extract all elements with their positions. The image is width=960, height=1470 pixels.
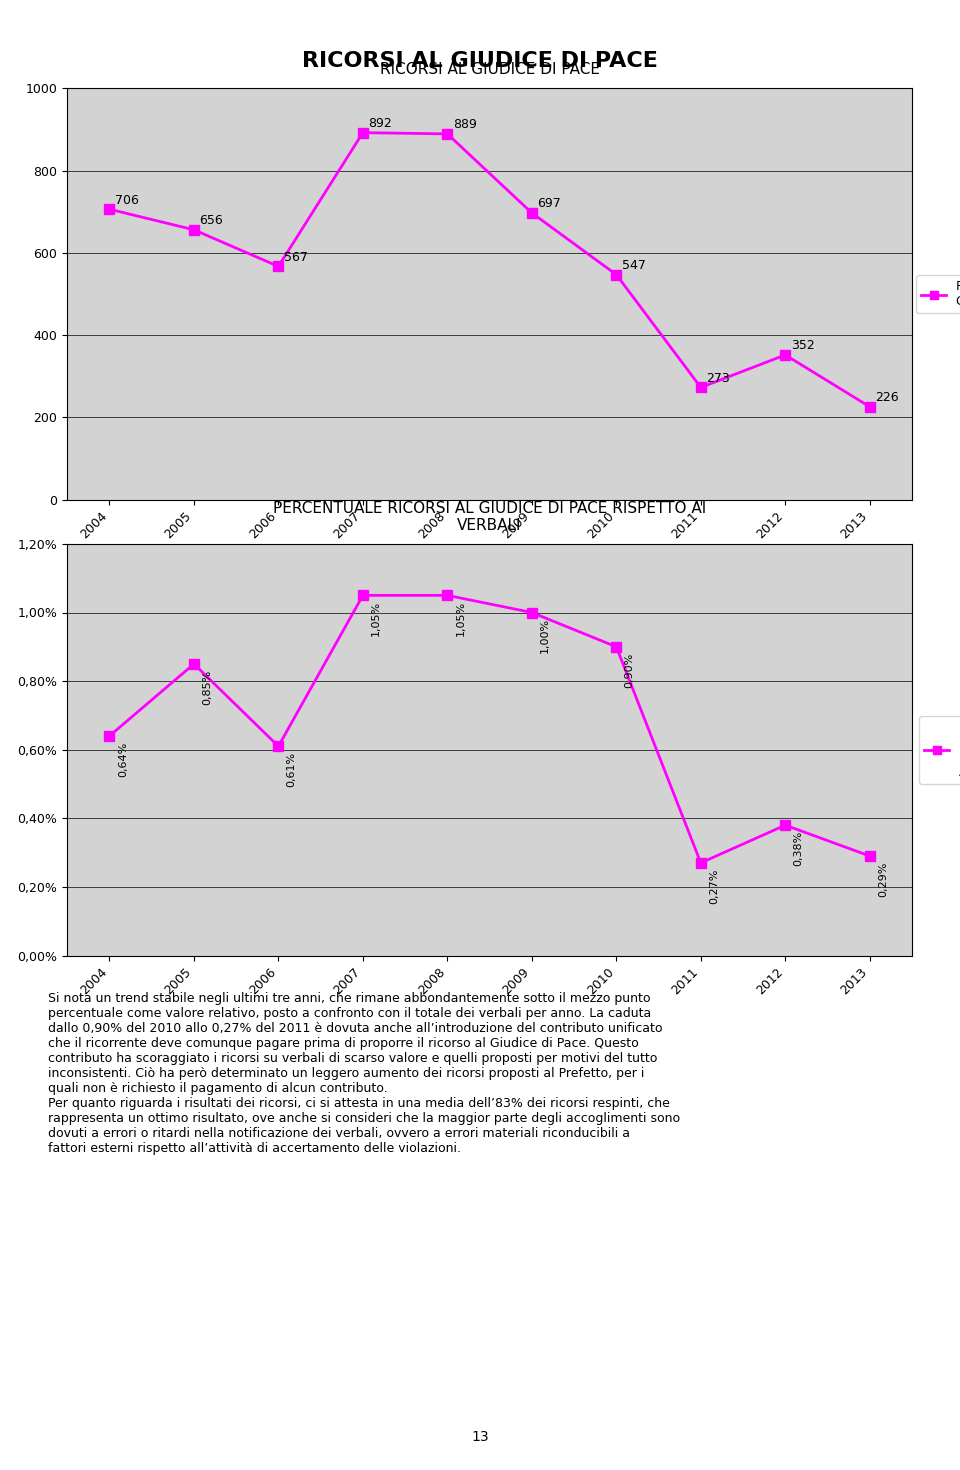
Text: 0,27%: 0,27% xyxy=(709,869,719,904)
Text: 547: 547 xyxy=(622,259,646,272)
Title: PERCENTUALE RICORSI AL GIUDICE DI PACE RISPETTO AI
VERBALI: PERCENTUALE RICORSI AL GIUDICE DI PACE R… xyxy=(273,501,707,534)
Text: 0,90%: 0,90% xyxy=(625,653,635,688)
Text: 656: 656 xyxy=(200,215,224,228)
Text: 706: 706 xyxy=(115,194,139,207)
Title: RICORSI AL GIUDICE DI PACE: RICORSI AL GIUDICE DI PACE xyxy=(379,62,600,78)
Text: 273: 273 xyxy=(707,372,731,385)
Text: 0,38%: 0,38% xyxy=(794,831,804,866)
Text: 567: 567 xyxy=(284,251,308,265)
Text: 226: 226 xyxy=(876,391,899,404)
Text: 1,05%: 1,05% xyxy=(372,601,381,637)
Text: Si nota un trend stabile negli ultimi tre anni, che rimane abbondantemente sotto: Si nota un trend stabile negli ultimi tr… xyxy=(48,992,680,1155)
Text: 0,61%: 0,61% xyxy=(287,751,297,786)
Legend: RICORSI AL
GIUDICE DI PACE: RICORSI AL GIUDICE DI PACE xyxy=(916,275,960,313)
Text: 352: 352 xyxy=(791,340,815,353)
Text: 0,64%: 0,64% xyxy=(118,741,128,776)
Text: 697: 697 xyxy=(538,197,562,210)
Text: 0,85%: 0,85% xyxy=(203,669,212,704)
Text: 1,05%: 1,05% xyxy=(456,601,466,637)
Text: 889: 889 xyxy=(453,118,477,131)
Text: 0,29%: 0,29% xyxy=(878,861,888,897)
Text: RICORSI AL GIUDICE DI PACE: RICORSI AL GIUDICE DI PACE xyxy=(302,51,658,72)
Legend: PERCENTUALE
RICORSI AL GIUDICE
DI PACE RISPETTO
AI VERBALI: PERCENTUALE RICORSI AL GIUDICE DI PACE R… xyxy=(920,716,960,784)
Text: 1,00%: 1,00% xyxy=(540,617,550,653)
Text: 13: 13 xyxy=(471,1429,489,1444)
Text: 892: 892 xyxy=(369,118,393,131)
